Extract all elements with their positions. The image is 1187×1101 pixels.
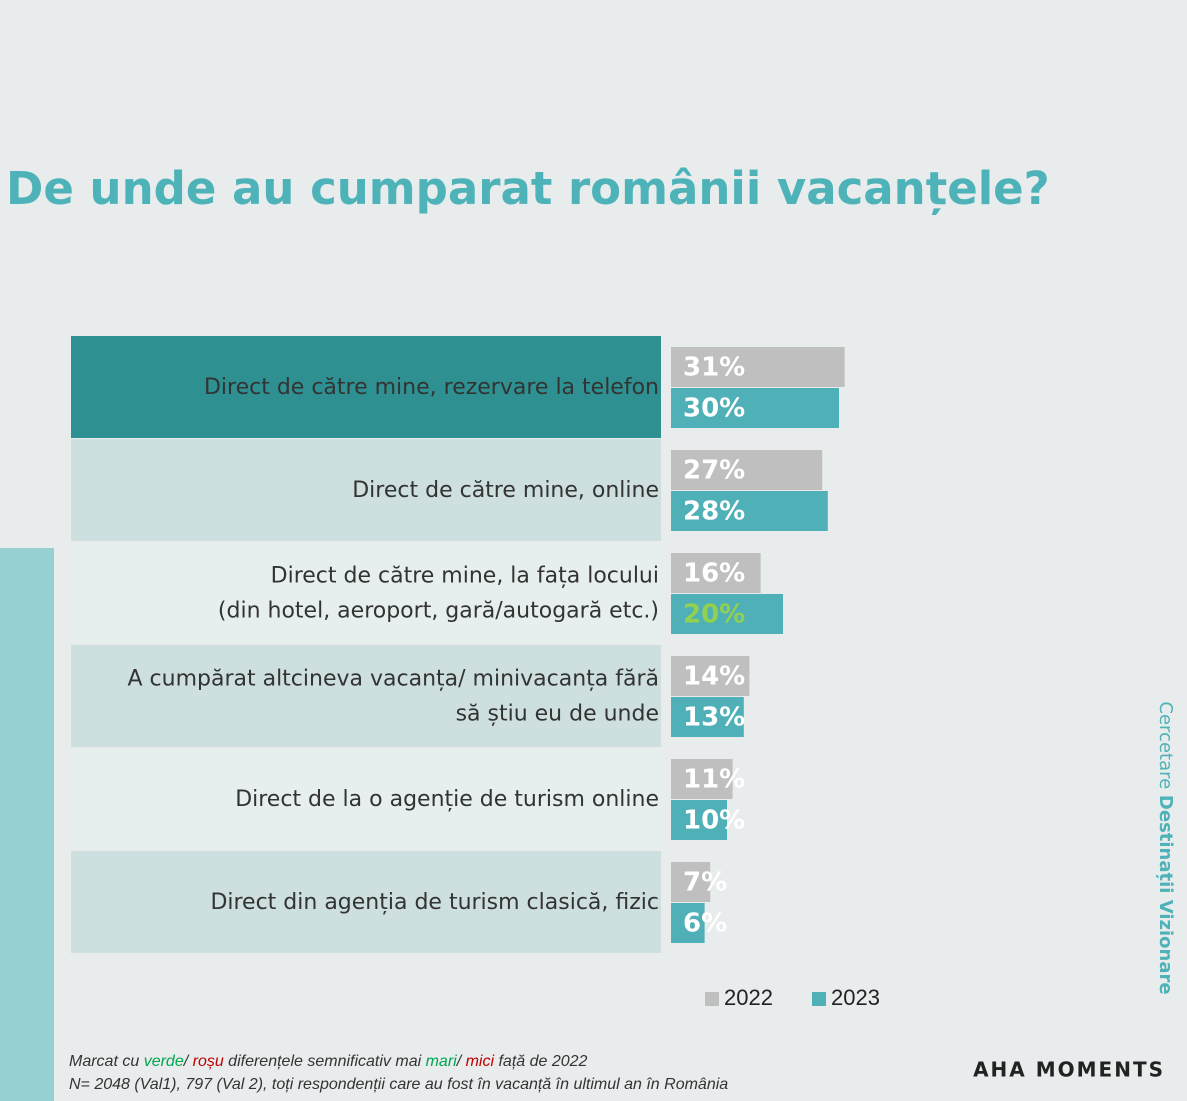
side-text-a: Cercetare bbox=[1155, 701, 1176, 795]
footnote: N= 2048 (Val1), 797 (Val 2), toți respon… bbox=[69, 1076, 728, 1093]
category-label: Direct de către mine, rezervare la telef… bbox=[204, 375, 659, 400]
bar bbox=[671, 491, 828, 531]
footnote-part: față de 2022 bbox=[494, 1053, 588, 1070]
footnote: Marcat cu verde/ roșu diferențele semnif… bbox=[69, 1053, 588, 1070]
value-label: 13% bbox=[683, 703, 745, 733]
bar bbox=[671, 594, 783, 634]
footnote-part: mici bbox=[466, 1053, 495, 1070]
category-label: Direct de la o agenție de turism online bbox=[235, 787, 659, 812]
footnote-part: verde bbox=[144, 1053, 184, 1070]
category-box bbox=[71, 748, 661, 850]
value-label: 31% bbox=[683, 353, 745, 383]
category-box bbox=[71, 851, 661, 953]
bar bbox=[671, 759, 733, 799]
category-label: Direct din agenția de turism clasică, fi… bbox=[210, 890, 659, 915]
footnote-part: diferențele semnificativ mai bbox=[224, 1053, 426, 1070]
value-label: 10% bbox=[683, 806, 745, 836]
category-label: (din hotel, aeroport, gară/autogară etc.… bbox=[218, 599, 659, 624]
value-label: 7% bbox=[683, 868, 727, 898]
logo: AHA MOMENTS bbox=[973, 1058, 1165, 1082]
category-box bbox=[71, 336, 661, 438]
footnote-part: roșu bbox=[193, 1053, 224, 1070]
bar bbox=[671, 388, 839, 428]
footnote-part: / bbox=[456, 1053, 466, 1070]
category-box bbox=[71, 439, 661, 541]
category-box bbox=[71, 645, 661, 747]
category-label: Direct de către mine, online bbox=[352, 478, 659, 503]
footnote-part: Marcat cu bbox=[69, 1053, 144, 1070]
bar bbox=[671, 903, 705, 943]
legend-label: 2023 bbox=[831, 985, 880, 1010]
side-text: Cercetare Destinații Vizionare bbox=[1155, 701, 1176, 994]
value-label: 11% bbox=[683, 765, 745, 795]
side-text-b: Destinații Vizionare bbox=[1155, 795, 1176, 995]
bar bbox=[671, 862, 711, 902]
chart-title: De unde au cumparat românii vacanțele? bbox=[6, 162, 1050, 215]
footnote-part: mari bbox=[426, 1053, 458, 1070]
legend-label: 2022 bbox=[724, 985, 773, 1010]
footnote-part: / bbox=[183, 1053, 193, 1070]
side-strip bbox=[0, 548, 54, 1101]
legend-swatch bbox=[812, 992, 826, 1006]
bar bbox=[671, 800, 727, 840]
bar bbox=[671, 697, 744, 737]
value-label: 30% bbox=[683, 394, 745, 424]
category-box bbox=[71, 542, 661, 644]
legend-swatch bbox=[705, 992, 719, 1006]
bar bbox=[671, 450, 823, 490]
value-label: 20% bbox=[683, 600, 745, 630]
bar bbox=[671, 656, 750, 696]
value-label: 6% bbox=[683, 909, 727, 939]
category-label: să știu eu de unde bbox=[456, 702, 659, 727]
value-label: 28% bbox=[683, 497, 745, 527]
value-label: 14% bbox=[683, 662, 745, 692]
value-label: 27% bbox=[683, 456, 745, 486]
value-label: 16% bbox=[683, 559, 745, 589]
category-label: Direct de către mine, la fața locului bbox=[271, 564, 659, 589]
bar bbox=[671, 347, 845, 387]
category-label: A cumpărat altcineva vacanța/ minivacanț… bbox=[127, 667, 659, 692]
bar bbox=[671, 553, 761, 593]
